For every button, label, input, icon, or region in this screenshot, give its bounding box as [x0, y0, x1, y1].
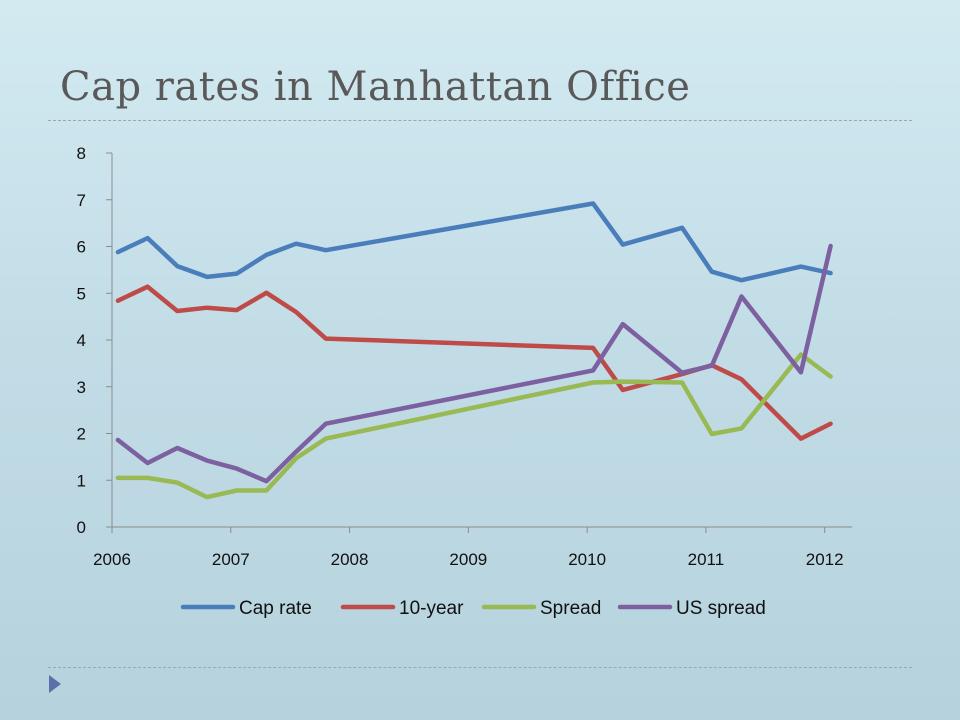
legend-label: Cap rate: [239, 598, 312, 619]
y-tick-label: 4: [77, 331, 86, 350]
y-tick-label: 6: [77, 238, 86, 257]
chart-series-lines: [115, 201, 833, 500]
series-line-spread: [115, 352, 833, 500]
slide-title: Cap rates in Manhattan Office: [60, 64, 691, 110]
x-tick-label: 2007: [212, 550, 250, 569]
series-line-us-spread: [115, 243, 833, 484]
x-tick-label: 2010: [568, 550, 606, 569]
chart-legend: Cap rate 10-year Spread US spread: [180, 598, 766, 619]
y-tick-label: 3: [77, 378, 86, 397]
legend-label: Spread: [540, 598, 601, 619]
legend-label: 10-year: [399, 598, 464, 619]
legend-label: US spread: [676, 598, 766, 619]
chart-axes: 0 1 2 3 4 5 6 7 8 2006 2007 2008 2009 2010 2011 2012: [77, 144, 852, 569]
y-tick-label: 7: [77, 191, 86, 210]
triangle-right-icon[interactable]: [49, 675, 61, 693]
footer-divider: [48, 667, 912, 668]
y-tick-label: 5: [77, 284, 86, 303]
series-line-10-year: [115, 284, 833, 441]
x-tick-label: 2011: [688, 550, 725, 569]
y-tick-label: 2: [77, 425, 86, 444]
series-line-cap-rate: [115, 201, 833, 283]
x-tick-label: 2012: [806, 550, 844, 569]
title-divider: [48, 120, 912, 121]
y-tick-label: 8: [77, 144, 86, 163]
x-tick-label: 2008: [331, 550, 369, 569]
y-tick-label: 0: [77, 518, 86, 537]
x-tick-label: 2006: [93, 550, 131, 569]
y-tick-label: 1: [77, 471, 86, 490]
x-tick-label: 2009: [449, 550, 487, 569]
